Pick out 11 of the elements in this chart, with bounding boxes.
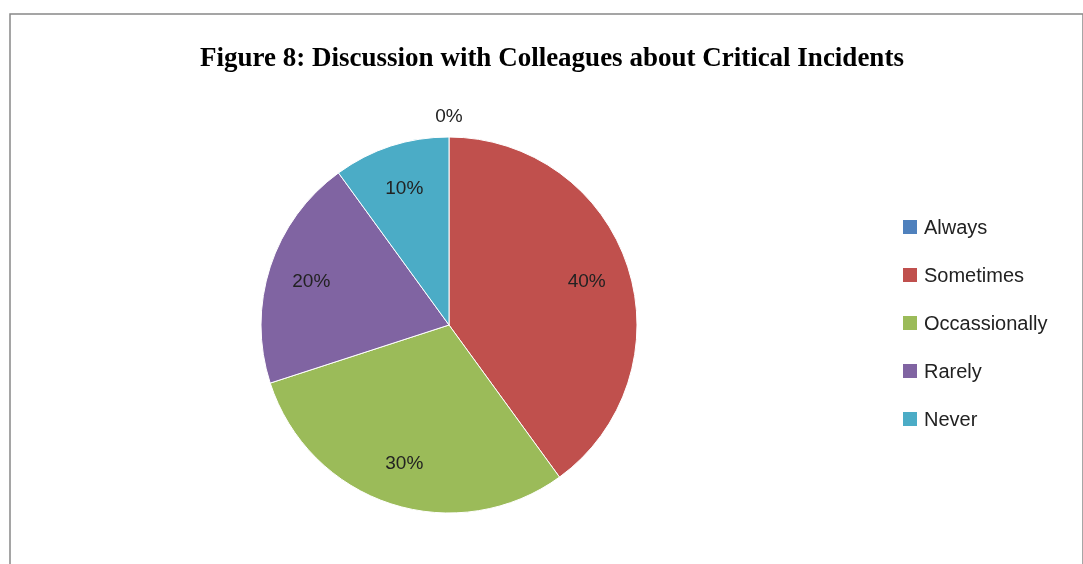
- data-label: 20%: [292, 269, 331, 291]
- data-label: 30%: [385, 452, 424, 474]
- legend-label: Occassionally: [924, 312, 1048, 334]
- chart-title: Figure 8: Discussion with Colleagues about Critical Incidents: [200, 42, 904, 72]
- legend-label: Sometimes: [924, 264, 1025, 286]
- text: 0%: [435, 104, 463, 126]
- legend-label: Rarely: [924, 360, 982, 382]
- legend-label: Always: [924, 216, 988, 238]
- legend-label: Never: [924, 408, 978, 430]
- data-label: 40%: [567, 269, 606, 291]
- data-label: 10%: [385, 176, 424, 198]
